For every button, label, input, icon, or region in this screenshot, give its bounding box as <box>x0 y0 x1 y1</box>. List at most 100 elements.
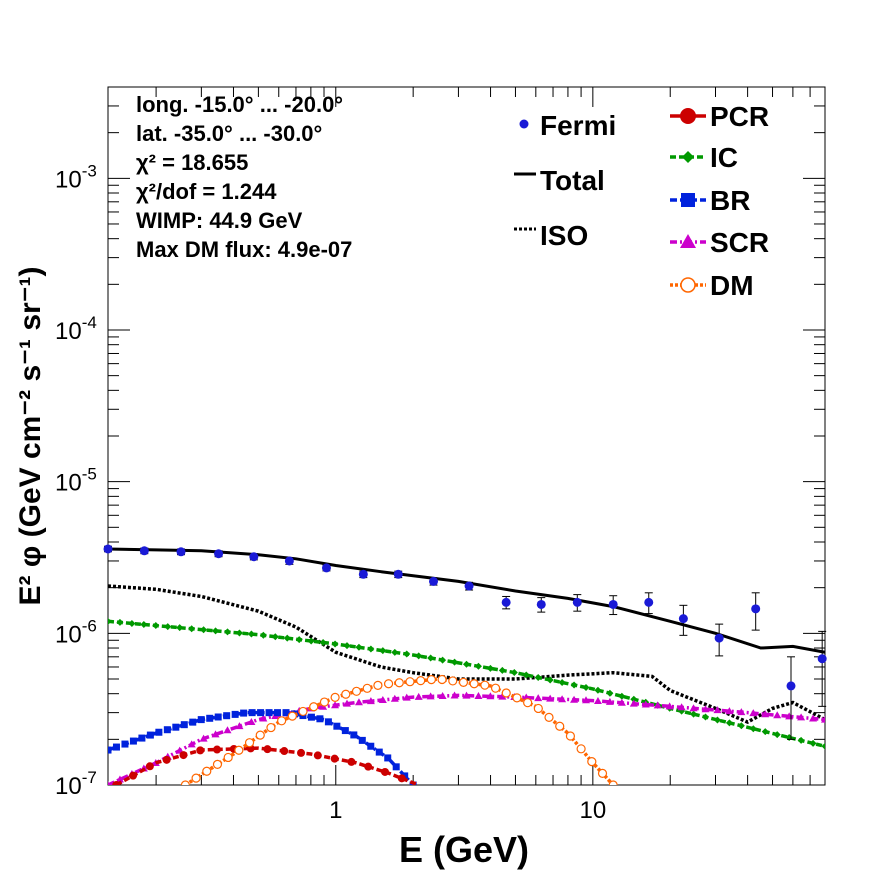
series-scr-marker <box>677 703 686 711</box>
series-ic-marker <box>176 624 184 632</box>
legend-marker <box>680 277 696 293</box>
info-line: lat. -35.0° ... -30.0° <box>136 121 322 146</box>
series-pcr-marker <box>112 781 121 785</box>
series-dm-marker <box>234 745 244 755</box>
series-ic-marker <box>486 664 494 672</box>
series-dm-marker <box>523 698 533 708</box>
series-dm-marker <box>544 712 554 722</box>
series-pcr-marker <box>263 745 272 754</box>
series-scr-marker <box>761 710 770 718</box>
series-ic-marker <box>128 619 136 627</box>
series-scr-marker <box>343 699 351 707</box>
series-ic-marker <box>606 689 614 697</box>
series-total <box>108 547 825 654</box>
series-ic-marker <box>427 654 435 662</box>
series-scr-marker <box>725 707 734 715</box>
info-line: long. -15.0° ... -20.0° <box>136 92 343 117</box>
series-ic-marker <box>474 662 482 670</box>
fermi-point <box>678 604 688 636</box>
legend-item-total: Total <box>514 165 605 196</box>
series-br-marker <box>307 713 315 721</box>
series-ic-marker <box>630 695 638 703</box>
fermi-point <box>103 544 113 554</box>
series-dm-marker <box>426 675 436 685</box>
series-br-marker <box>163 726 171 734</box>
fermi-marker <box>501 597 511 607</box>
series-scr-marker <box>366 697 375 705</box>
series-dm-marker <box>212 759 223 769</box>
legend-marker <box>680 108 696 124</box>
fermi-marker <box>678 614 688 624</box>
series-scr-marker <box>199 734 208 742</box>
series-br-marker <box>384 754 392 762</box>
series-pcr-marker <box>162 755 171 764</box>
series-scr-marker <box>211 730 220 738</box>
legend-item-ic: IC <box>670 142 738 173</box>
fermi-point <box>429 576 439 586</box>
series-scr-marker <box>570 695 579 703</box>
series-ic-marker <box>343 642 351 650</box>
series-iso-line <box>108 584 825 725</box>
series-ic-marker <box>761 728 769 736</box>
series-br-marker <box>358 736 366 744</box>
legend-label: ISO <box>540 220 588 251</box>
series-scr-marker <box>689 704 698 712</box>
fermi-marker <box>714 633 724 643</box>
fermi-point <box>139 546 149 556</box>
series-dm-marker <box>180 780 190 785</box>
series-dm-marker <box>330 692 340 702</box>
series-br-marker <box>282 709 290 717</box>
series-scr-marker <box>546 694 555 702</box>
series-layer <box>108 547 825 785</box>
series-br-marker <box>172 723 180 731</box>
series-dm-marker <box>576 744 586 754</box>
series-scr-marker <box>235 722 244 730</box>
legend-marker <box>680 234 696 248</box>
series-ic-marker <box>271 633 279 641</box>
series-pcr-marker <box>280 747 289 756</box>
series-dm-marker <box>202 766 212 776</box>
series-ic-marker <box>797 736 805 744</box>
series-scr-marker <box>713 706 722 714</box>
series-dm-marker <box>565 731 576 741</box>
series-scr-marker <box>426 692 435 700</box>
series-br-marker <box>189 718 197 726</box>
series-dm-marker <box>448 676 458 686</box>
x-tick-labels: 1 10 <box>329 797 606 824</box>
legend-marker <box>682 151 694 163</box>
y-tick-label: 10-7 <box>55 768 97 800</box>
series-br-marker <box>223 712 231 720</box>
series-pcr-marker <box>330 754 339 763</box>
legend-label: IC <box>710 142 738 173</box>
info-line: χ²/dof = 1.244 <box>136 179 277 204</box>
legend-marker <box>519 119 529 129</box>
legend-label: SCR <box>710 227 769 258</box>
series-dm-marker <box>319 697 330 707</box>
series-scr-marker <box>641 700 650 708</box>
series-ic-marker <box>212 627 220 635</box>
fermi-point <box>321 563 331 573</box>
series-ic-marker <box>582 683 590 691</box>
series-pcr-marker <box>213 745 222 754</box>
series-scr-marker <box>749 709 758 717</box>
series-br-marker <box>206 714 214 722</box>
fermi-marker <box>214 549 224 559</box>
series-br-marker <box>121 740 129 748</box>
y-tick-label: 10-5 <box>55 465 97 497</box>
fermi-marker <box>393 569 403 579</box>
series-scr-marker <box>629 699 638 707</box>
y-tick-label: 10-6 <box>55 616 97 648</box>
legend-item-fermi: Fermi <box>519 110 616 141</box>
fermi-point <box>501 595 511 610</box>
series-dm-marker <box>416 676 426 686</box>
fermi-marker <box>536 599 546 609</box>
series-br-marker <box>108 746 112 754</box>
series-scr-marker <box>773 711 782 719</box>
axis-ticks <box>108 86 826 786</box>
series-ic-marker <box>558 678 566 686</box>
series-scr-marker <box>259 714 268 722</box>
fermi-marker <box>644 597 654 607</box>
fermi-marker <box>249 552 259 562</box>
fermi-point <box>176 547 186 557</box>
